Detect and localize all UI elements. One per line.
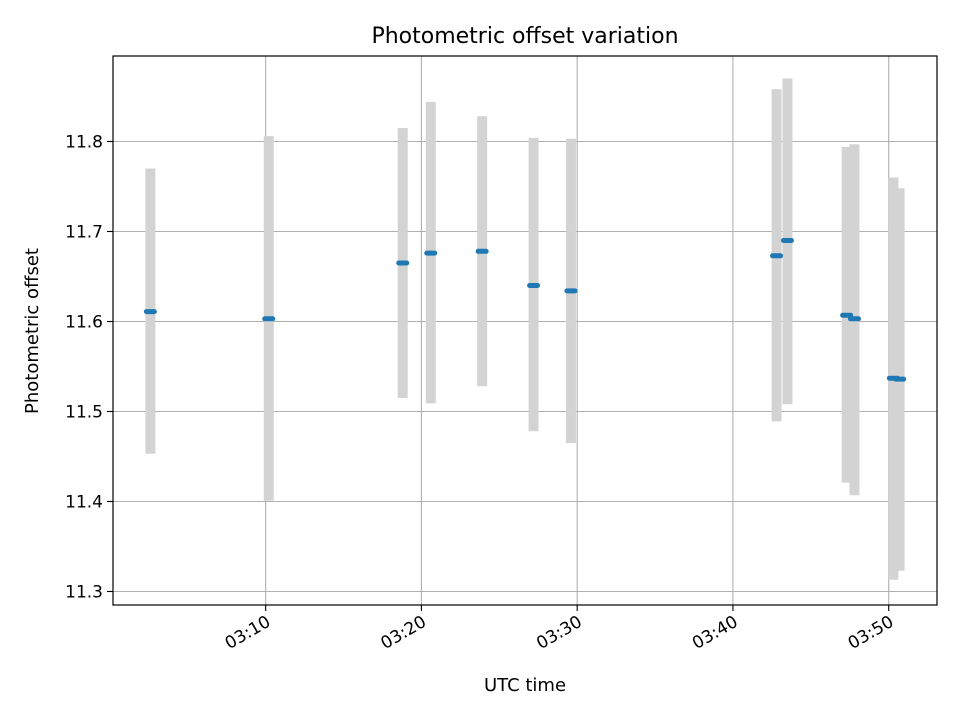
x-axis-label: UTC time	[484, 675, 566, 696]
y-axis-label: Photometric offset	[22, 248, 43, 414]
y-tick-label: 11.8	[65, 133, 103, 153]
y-axis: 11.3 11.4 11.5 11.6 11.7 11.8	[65, 133, 113, 603]
plot-frame	[112, 55, 938, 606]
y-tick-label: 11.6	[65, 313, 103, 333]
y-tick-label: 11.3	[65, 583, 103, 603]
y-tick-label: 11.7	[65, 223, 103, 243]
data-points	[143, 238, 907, 382]
y-tick-label: 11.4	[65, 493, 103, 513]
y-tick-label: 11.5	[65, 403, 103, 423]
chart-title: Photometric offset variation	[371, 24, 678, 49]
